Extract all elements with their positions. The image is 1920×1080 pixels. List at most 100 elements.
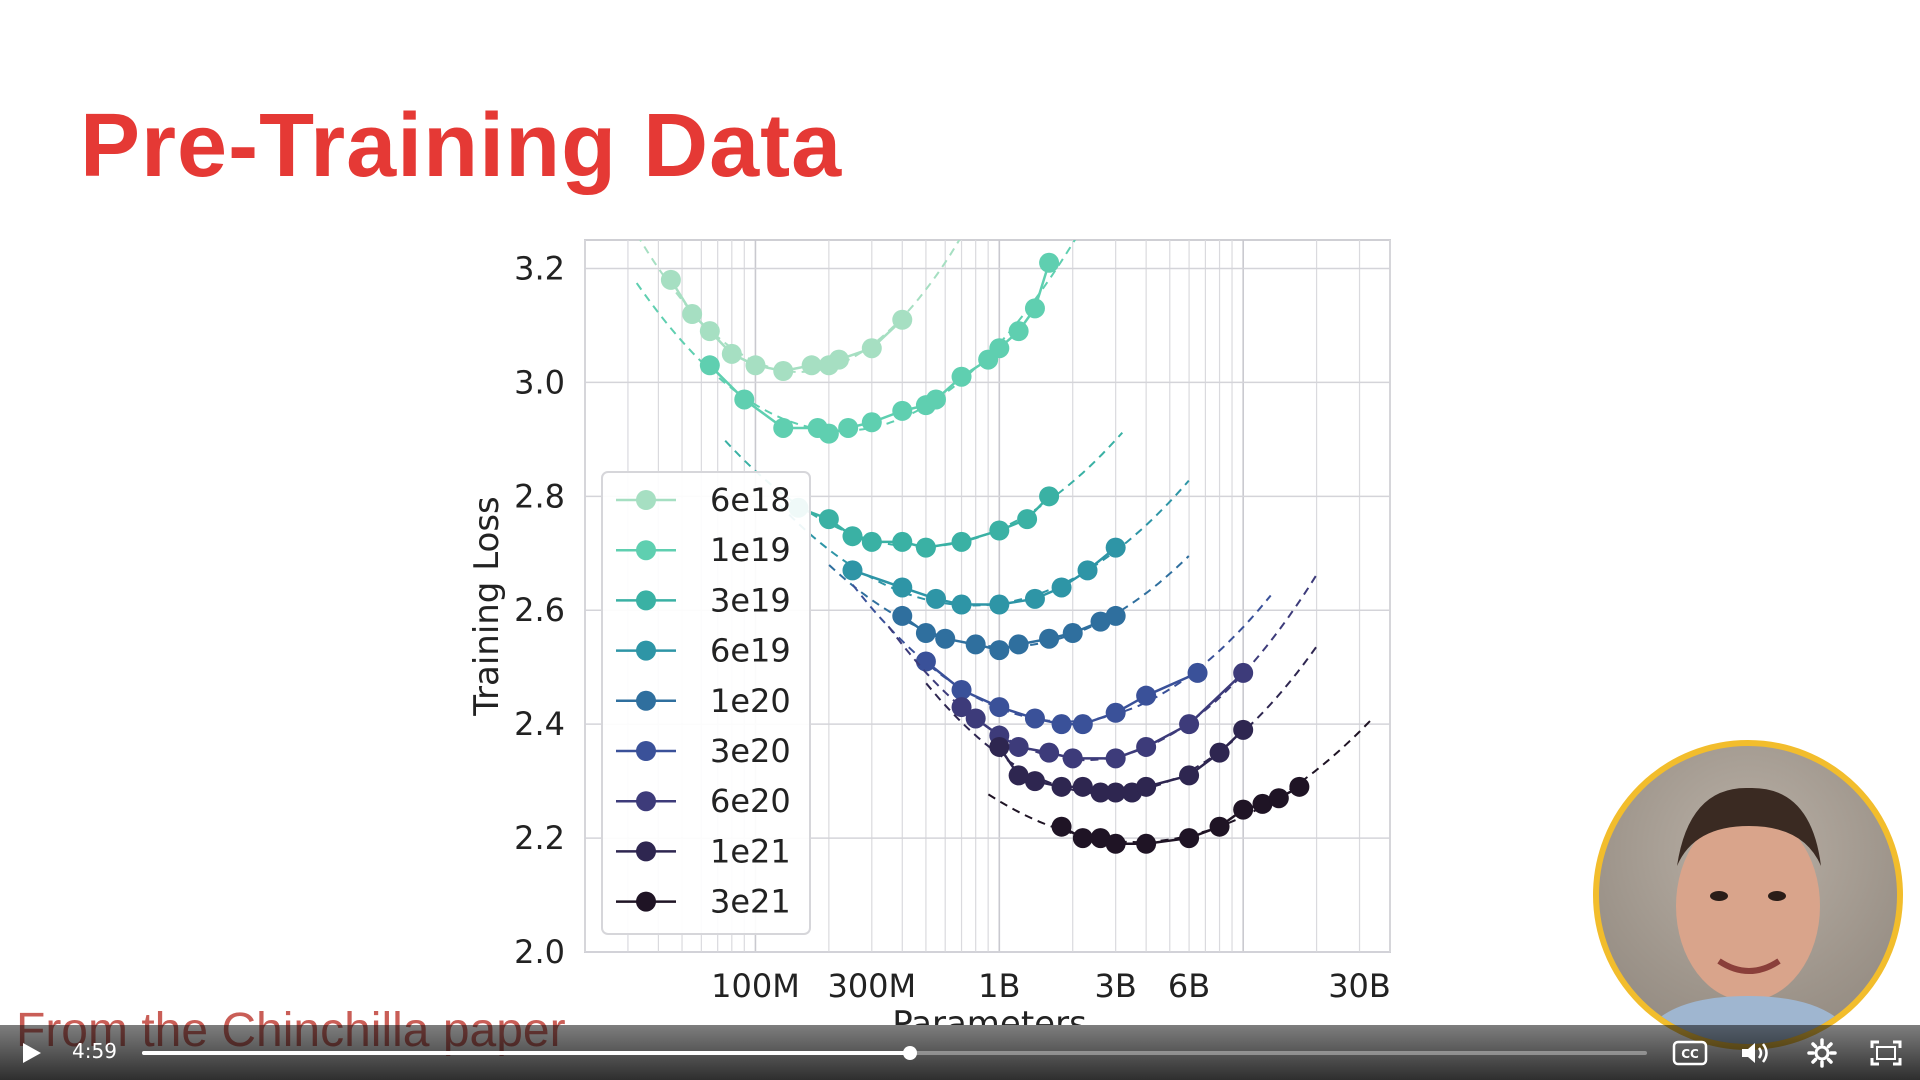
data-point: [1233, 719, 1254, 740]
legend-swatch-marker: [636, 741, 656, 761]
legend-swatch-marker: [636, 841, 656, 862]
data-point: [915, 651, 936, 672]
fullscreen-icon[interactable]: [1868, 1037, 1904, 1069]
y-axis-label: Training Loss: [467, 496, 507, 717]
data-point: [892, 400, 913, 421]
data-point: [1289, 776, 1310, 797]
legend-label: 1e20: [710, 682, 791, 720]
data-point: [989, 520, 1010, 541]
data-point: [951, 531, 972, 552]
data-point: [989, 697, 1010, 718]
data-point: [915, 537, 936, 558]
legend-label: 6e19: [710, 632, 791, 670]
legend-swatch-marker: [636, 891, 656, 912]
legend-swatch-marker: [636, 540, 656, 561]
closed-captions-icon[interactable]: CC: [1672, 1037, 1708, 1069]
legend-label: 1e19: [710, 531, 791, 569]
play-icon[interactable]: [20, 1041, 44, 1065]
settings-gear-icon[interactable]: [1804, 1037, 1840, 1069]
progress-bar[interactable]: [142, 1046, 1647, 1060]
data-point: [1008, 321, 1029, 342]
data-point: [1072, 776, 1093, 797]
series-line-6e20: [960, 671, 1245, 760]
data-point: [1051, 577, 1072, 598]
data-point: [861, 338, 882, 359]
data-point: [951, 594, 972, 615]
data-point: [1233, 799, 1254, 820]
legend-swatch-marker: [636, 490, 656, 510]
data-point: [965, 634, 986, 655]
legend-label: 1e21: [710, 832, 791, 870]
data-point: [989, 640, 1010, 661]
data-point: [892, 577, 913, 598]
data-point: [818, 509, 839, 530]
data-point: [1105, 537, 1126, 558]
data-point: [1017, 509, 1038, 530]
volume-icon[interactable]: [1738, 1037, 1774, 1069]
data-point: [1090, 782, 1111, 803]
series-line-3e19: [797, 495, 1050, 549]
data-point: [1105, 782, 1126, 803]
data-point: [1008, 736, 1029, 757]
fit-curve-6e18: [639, 240, 961, 374]
data-point: [1024, 588, 1045, 609]
data-point: [1268, 788, 1289, 809]
data-point: [1072, 714, 1093, 735]
legend-box: [601, 471, 811, 935]
progress-handle[interactable]: [902, 1046, 917, 1060]
data-point: [1008, 634, 1029, 655]
x-tick-label: 300M: [827, 967, 916, 1005]
data-point: [1024, 298, 1045, 319]
data-point: [892, 531, 913, 552]
data-point: [1136, 776, 1157, 797]
y-tick-label: 2.0: [514, 933, 565, 971]
legend-label: 6e18: [710, 481, 791, 519]
data-point: [1179, 765, 1200, 786]
y-tick-label: 2.6: [514, 591, 565, 629]
current-time: 4:59: [72, 1039, 117, 1063]
y-tick-label: 2.2: [514, 819, 565, 857]
data-point: [838, 417, 859, 438]
data-point: [1024, 771, 1045, 792]
data-point: [1179, 828, 1200, 849]
data-point: [951, 366, 972, 387]
data-point: [1039, 252, 1060, 273]
data-point: [951, 679, 972, 700]
data-point: [861, 531, 882, 552]
data-point: [1233, 662, 1254, 683]
data-point: [734, 389, 755, 410]
legend-swatch-marker: [636, 640, 656, 661]
data-point: [1105, 702, 1126, 723]
legend-label: 3e20: [710, 732, 791, 770]
legend-swatch-marker: [636, 590, 656, 611]
data-point: [1039, 628, 1060, 649]
x-axis-label: Parameters: [892, 1004, 1087, 1025]
data-point: [1077, 560, 1098, 581]
data-point: [1209, 816, 1230, 837]
x-tick-label: 6B: [1168, 967, 1210, 1005]
data-point: [773, 361, 794, 382]
x-tick-label: 100M: [711, 967, 800, 1005]
data-point: [1179, 714, 1200, 735]
data-point: [828, 349, 849, 370]
data-point: [1187, 662, 1208, 683]
data-point: [773, 417, 794, 438]
video-control-bar: 4:59 CC: [0, 1025, 1920, 1080]
data-point: [1252, 793, 1273, 814]
data-point: [1051, 816, 1072, 837]
data-point: [1051, 776, 1072, 797]
progress-fill: [142, 1051, 910, 1055]
data-point: [989, 594, 1010, 615]
legend-label: 3e21: [710, 883, 791, 921]
data-point: [842, 526, 863, 547]
data-point: [1051, 714, 1072, 735]
data-point: [745, 355, 766, 376]
chinchilla-loss-chart: 2.0 2.2 2.4 2.6 2.8 3.0 3.2 100M 300M 1B 3B 6B 30B Pa…: [467, 239, 1391, 1025]
data-point: [892, 605, 913, 626]
data-point: [699, 355, 720, 376]
data-point: [842, 560, 863, 581]
data-point: [1105, 833, 1126, 854]
legend-label: 3e19: [710, 581, 791, 619]
x-tick-label: 1B: [978, 967, 1020, 1005]
presenter-silhouette-icon: [1639, 787, 1857, 1044]
